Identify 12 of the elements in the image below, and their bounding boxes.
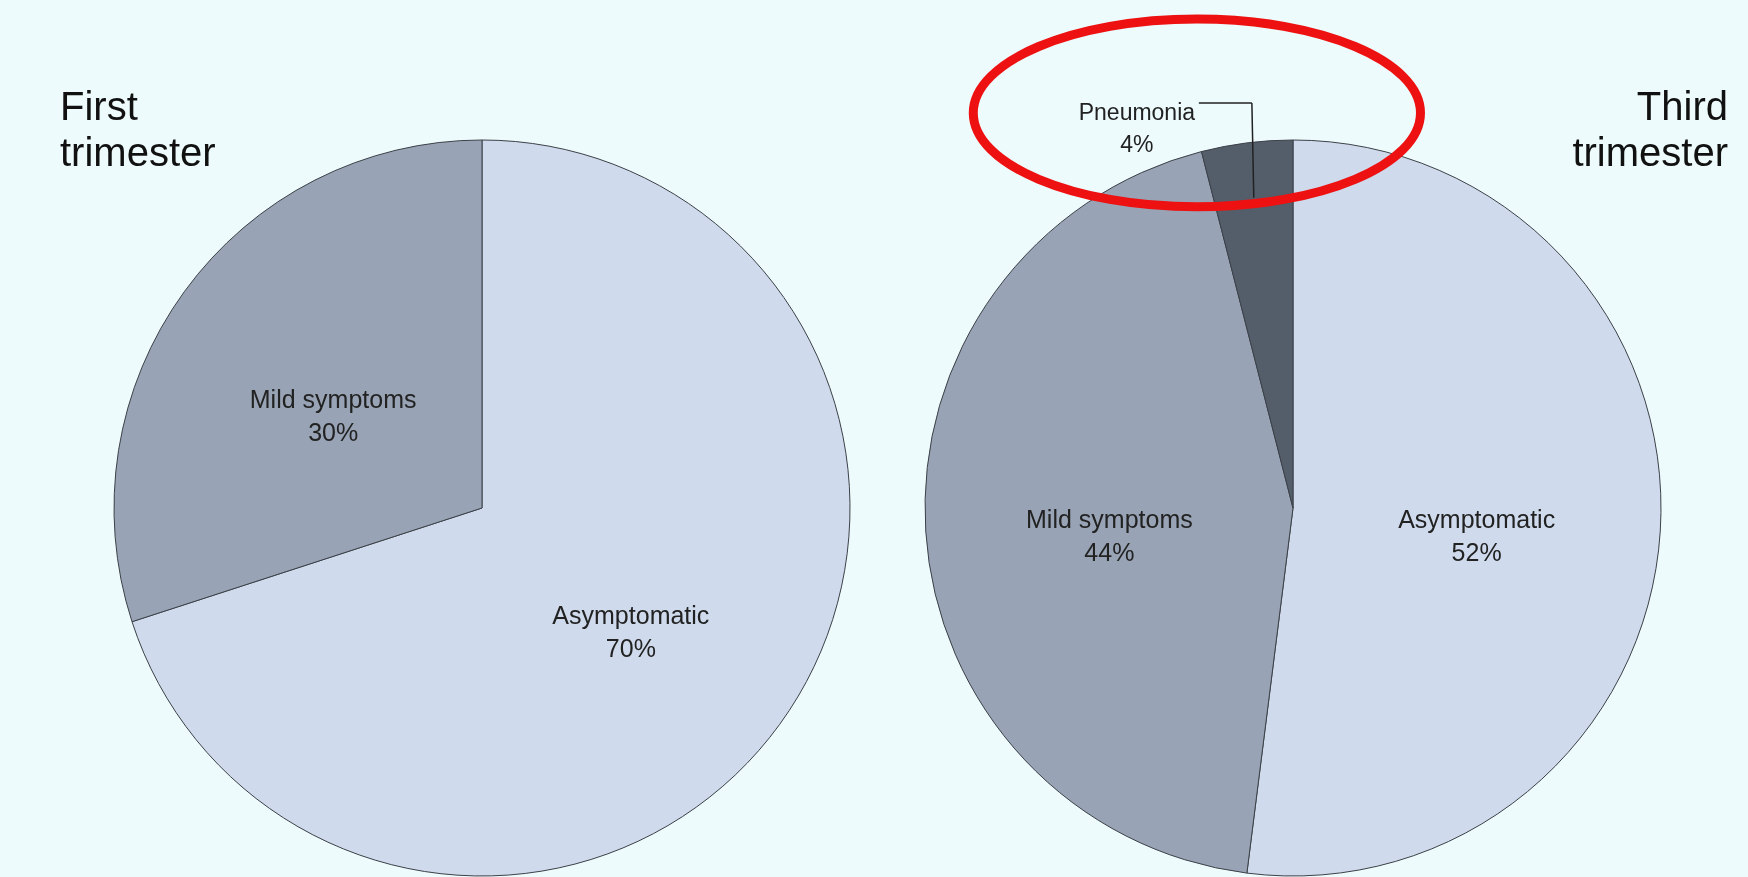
slice-label: Mild symptoms xyxy=(249,384,417,413)
data-label: 4% xyxy=(1120,130,1154,157)
data-label: 52% xyxy=(1451,537,1502,566)
slice-label: Asymptomatic xyxy=(1398,504,1556,533)
chart-title: First trimester xyxy=(60,84,216,174)
chart-title: Third trimester xyxy=(1572,84,1728,174)
data-label: 44% xyxy=(1084,537,1135,566)
data-label: 70% xyxy=(605,634,656,663)
slice-label: Mild symptoms xyxy=(1026,504,1193,533)
data-label: 30% xyxy=(308,417,359,446)
slice-label: Asymptomatic xyxy=(552,601,710,630)
slice-label: Pneumonia xyxy=(1078,98,1196,125)
